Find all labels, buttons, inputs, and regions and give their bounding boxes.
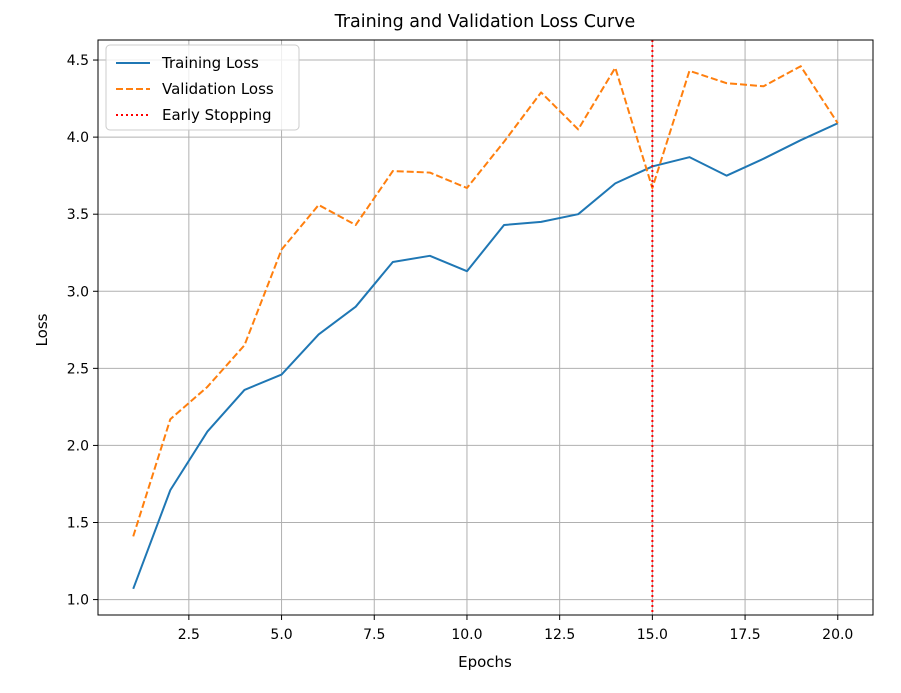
y-tick-label: 4.0 [67,130,89,146]
plot-frame [97,39,874,616]
x-tick-label: 2.5 [178,627,200,643]
series-line-training-loss [132,122,839,590]
y-tick-label: 1.0 [67,593,89,609]
y-tick-label: 2.0 [67,438,89,454]
y-tick-label: 3.5 [67,207,89,223]
x-tick-label: 15.0 [637,627,668,643]
x-tick-label: 7.5 [363,627,385,643]
y-tick-label: 4.5 [67,53,89,69]
x-tick-label: 17.5 [729,627,760,643]
grid-lines [98,40,873,615]
legend-box [105,44,300,131]
legend: Training Loss Validation Loss Early Stop… [105,44,300,131]
series-line-validation-loss [132,65,839,537]
x-tick-label: 10.0 [451,627,482,643]
x-ticks: 2.5 5.0 7.5 10.0 12.5 15.0 17.5 20.0 [178,615,853,643]
series-lines [132,40,839,615]
y-tick-label: 2.5 [67,361,89,377]
x-tick-label: 5.0 [270,627,292,643]
legend-label-validation: Validation Loss [162,80,274,98]
legend-label-early-stopping: Early Stopping [162,106,271,124]
y-tick-label: 1.5 [67,516,89,532]
y-axis-label: Loss [33,313,51,346]
x-tick-label: 12.5 [544,627,575,643]
x-tick-label: 20.0 [822,627,853,643]
x-axis-label: Epochs [458,653,512,671]
legend-label-training: Training Loss [161,54,259,72]
y-tick-label: 3.0 [67,284,89,300]
chart-title: Training and Validation Loss Curve [334,12,636,32]
y-ticks: 1.0 1.5 2.0 2.5 3.0 3.5 4.0 4.5 [67,53,98,609]
